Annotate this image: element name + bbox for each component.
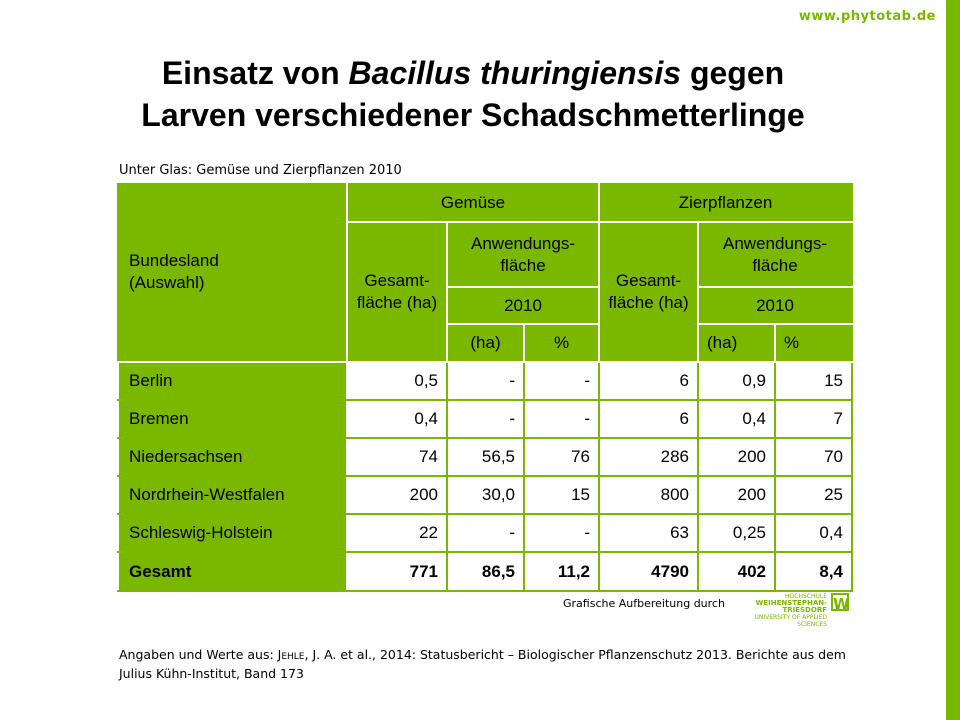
row-value: 402: [697, 551, 776, 592]
source-post: , J. A. et al., 2014: Statusbericht – Bi…: [119, 647, 846, 681]
source-note: Angaben und Werte aus: Jehle, J. A. et a…: [119, 645, 854, 683]
title-text: Einsatz von: [161, 55, 349, 91]
row-name: Nordrhein-Westfalen: [117, 475, 348, 515]
header-gesamtflaeche: Gesamt- fläche (ha): [356, 271, 438, 312]
row-value: 56,5: [446, 437, 525, 477]
row-value: 63: [598, 513, 699, 553]
row-value: -: [446, 361, 525, 401]
table-row: Bremen 0,4- -6 0,4 7: [117, 399, 853, 439]
header-bundesland: Bundesland (Auswahl): [129, 251, 219, 292]
title-species: Bacillus thuringiensis: [348, 55, 682, 91]
header-pct: %: [523, 323, 600, 363]
row-name: Bremen: [117, 399, 348, 439]
university-logo: HOCHSCHULE WEIHENSTEPHAN-TRIESDORF UNIVE…: [735, 593, 827, 628]
header-gemuese: Gemüse: [346, 183, 600, 223]
row-value: 0,9: [697, 361, 776, 401]
logo-line: HOCHSCHULE: [785, 593, 827, 600]
row-value: 4790: [598, 551, 699, 592]
source-author: Jehle: [277, 647, 305, 662]
table-row: Gesamt 771 86,5 11,2 4790 402 8,4: [117, 551, 853, 592]
row-value: 6: [598, 399, 699, 439]
row-value: 15: [774, 361, 853, 401]
accent-bar: [946, 0, 960, 720]
row-value: 7: [774, 399, 853, 439]
logo-mark: W: [831, 593, 850, 613]
row-value: 8,4: [774, 551, 853, 592]
row-value: 200: [697, 475, 776, 515]
row-value: 25: [774, 475, 853, 515]
title-line2: Larven verschiedener Schadschmetterlinge: [141, 97, 805, 133]
data-table: Bundesland (Auswahl) Gemüse Zierpflanzen…: [117, 183, 853, 592]
table-subtitle: Unter Glas: Gemüse und Zierpflanzen 2010: [119, 163, 402, 178]
table-row: Niedersachsen 74 56,5 76 286 200 70: [117, 437, 853, 477]
row-value: 200: [346, 475, 448, 515]
row-value: 6: [598, 361, 699, 401]
row-value: 74: [346, 437, 448, 477]
row-value: 0,4: [346, 399, 448, 439]
row-name: Gesamt: [117, 551, 348, 592]
logo-line: UNIVERSITY OF APPLIED SCIENCES: [754, 614, 827, 628]
table-row: Nordrhein-Westfalen 200 30,0 15 800 200 25: [117, 475, 853, 515]
row-value: 11,2: [523, 551, 600, 592]
row-value: 15: [523, 475, 600, 515]
row-value: 286: [598, 437, 699, 477]
header-anwendungsflaeche: Anwendungs- fläche: [723, 233, 827, 275]
header-year: 2010: [446, 286, 600, 325]
source-pre: Angaben und Werte aus:: [119, 647, 278, 662]
row-value: -: [523, 513, 600, 553]
title-text: gegen: [681, 55, 785, 91]
site-url: www.phytotab.de: [798, 9, 936, 24]
row-value: 800: [598, 475, 699, 515]
row-value: 0,25: [697, 513, 776, 553]
header-anwendungsflaeche: Anwendungs- fläche: [471, 233, 575, 275]
row-value: 30,0: [446, 475, 525, 515]
page-title: Einsatz von Bacillus thuringiensis gegen…: [0, 52, 946, 136]
header-pct: %: [774, 323, 853, 363]
row-value: -: [446, 399, 525, 439]
table-row: Schleswig-Holstein 22- -63 0,25 0,4: [117, 513, 853, 553]
row-value: 22: [346, 513, 448, 553]
row-value: 76: [523, 437, 600, 477]
header-zierpflanzen: Zierpflanzen: [598, 183, 853, 223]
row-name: Schleswig-Holstein: [117, 513, 348, 553]
row-value: 771: [346, 551, 448, 592]
row-value: 70: [774, 437, 853, 477]
row-value: 0,4: [774, 513, 853, 553]
credit-text: Grafische Aufbereitung durch: [563, 597, 725, 610]
row-name: Berlin: [117, 361, 348, 401]
header-year: 2010: [697, 286, 853, 325]
logo-line: WEIHENSTEPHAN-TRIESDORF: [755, 599, 827, 614]
row-value: 0,5: [346, 361, 448, 401]
row-value: 200: [697, 437, 776, 477]
row-value: -: [523, 399, 600, 439]
row-value: 86,5: [446, 551, 525, 592]
row-name: Niedersachsen: [117, 437, 348, 477]
table-row: Berlin 0,5- -6 0,9 15: [117, 361, 853, 401]
row-value: 0,4: [697, 399, 776, 439]
row-value: -: [446, 513, 525, 553]
header-ha: (ha): [697, 323, 776, 363]
header-gesamtflaeche: Gesamt- fläche (ha): [608, 271, 689, 312]
header-ha: (ha): [446, 323, 525, 363]
row-value: -: [523, 361, 600, 401]
